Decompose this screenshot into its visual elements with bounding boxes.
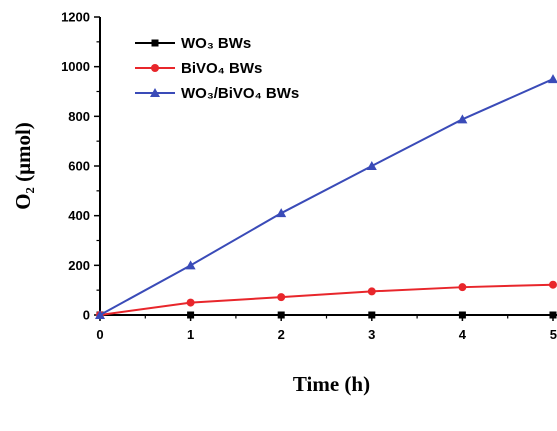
x-tick-label: 3: [368, 327, 375, 342]
y-tick-label: 200: [68, 258, 90, 273]
y-tick-label: 0: [83, 308, 90, 323]
x-tick-label: 1: [187, 327, 194, 342]
x-tick-label: 2: [278, 327, 285, 342]
data-point: [549, 311, 557, 319]
series-line: [99, 283, 554, 316]
legend-label: BiVO₄ BWs: [181, 60, 262, 77]
axis-ticks: [94, 16, 554, 321]
y-tick-label: 1200: [61, 10, 90, 25]
legend-label: WO₃ BWs: [181, 35, 251, 52]
y-tick-label: 400: [68, 208, 90, 223]
data-point: [187, 311, 195, 319]
series-line: [99, 78, 554, 316]
y-tick-label: 600: [68, 159, 90, 174]
x-tick-label: 4: [459, 327, 467, 342]
data-point: [366, 161, 377, 170]
legend-item: WO₃/BiVO₄ BWs: [135, 85, 299, 102]
legend-marker: [151, 64, 159, 72]
series-2: [95, 74, 557, 319]
data-point: [457, 114, 468, 124]
tick-labels: 0 200 400 600 800 1000 1200 0 1 2 3 4 5: [61, 10, 557, 343]
data-point: [277, 293, 286, 302]
data-point: [458, 283, 467, 292]
data-point: [548, 74, 557, 84]
y-tick-label: 1000: [61, 59, 90, 74]
data-point: [186, 298, 195, 307]
data-point: [458, 311, 466, 319]
data-point: [549, 280, 557, 289]
x-tick-label: 0: [96, 327, 103, 342]
legend-marker: [150, 88, 160, 97]
data-point: [368, 311, 376, 319]
legend-marker: [151, 39, 159, 47]
x-axis-title: Time (h): [293, 372, 370, 396]
legend-label: WO₃/BiVO₄ BWs: [181, 85, 299, 102]
data-point: [95, 310, 105, 319]
y-axis-title: O₂ (μmol): [11, 122, 35, 210]
legend: WO₃ BWs BiVO₄ BWs WO₃/BiVO₄ BWs: [135, 35, 299, 102]
data-point: [277, 311, 285, 319]
data-point: [185, 260, 196, 270]
series-1: [96, 280, 557, 319]
data-point: [367, 287, 376, 296]
legend-item: BiVO₄ BWs: [135, 60, 262, 77]
legend-item: WO₃ BWs: [135, 35, 251, 52]
x-tick-label: 5: [550, 327, 557, 342]
data-point: [276, 208, 287, 218]
series-layer: [95, 74, 557, 319]
plot-frame: [99, 17, 557, 316]
y-tick-label: 800: [68, 109, 90, 124]
